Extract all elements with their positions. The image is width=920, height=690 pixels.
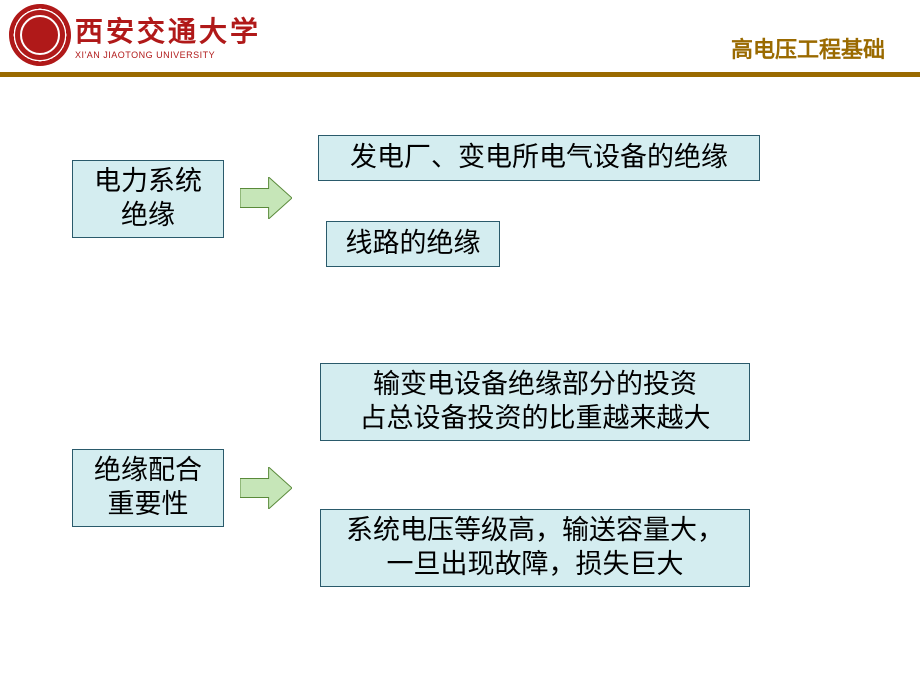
arrow-right-icon xyxy=(240,177,292,219)
course-title: 高电压工程基础 xyxy=(731,32,885,64)
flowchart-node: 系统电压等级高，输送容量大，一旦出现故障，损失巨大 xyxy=(320,509,750,587)
logo-area: 西安交通大学 XI'AN JIAOTONG UNIVERSITY xyxy=(0,10,261,60)
flowchart-node: 绝缘配合重要性 xyxy=(72,449,224,527)
header: 西安交通大学 XI'AN JIAOTONG UNIVERSITY 高电压工程基础 xyxy=(0,0,920,70)
university-name: 西安交通大学 XI'AN JIAOTONG UNIVERSITY xyxy=(75,10,261,60)
node-label: 输变电设备绝缘部分的投资占总设备投资的比重越来越大 xyxy=(360,368,711,436)
node-label: 绝缘配合重要性 xyxy=(94,454,202,522)
node-label: 线路的绝缘 xyxy=(346,227,481,261)
flowchart-node: 电力系统绝缘 xyxy=(72,160,224,238)
university-name-en: XI'AN JIAOTONG UNIVERSITY xyxy=(75,50,261,60)
university-name-cn: 西安交通大学 xyxy=(75,10,261,50)
university-logo-icon xyxy=(15,10,65,60)
flowchart-node: 发电厂、变电所电气设备的绝缘 xyxy=(318,135,760,181)
flowchart-node: 输变电设备绝缘部分的投资占总设备投资的比重越来越大 xyxy=(320,363,750,441)
node-label: 发电厂、变电所电气设备的绝缘 xyxy=(350,141,728,175)
node-label: 系统电压等级高，输送容量大，一旦出现故障，损失巨大 xyxy=(346,514,724,582)
diagram-area: 电力系统绝缘 发电厂、变电所电气设备的绝缘线路的绝缘绝缘配合重要性 输变电设备绝缘部… xyxy=(0,77,920,690)
arrow-right-icon xyxy=(240,467,292,509)
node-label: 电力系统绝缘 xyxy=(94,165,202,233)
flowchart-node: 线路的绝缘 xyxy=(326,221,500,267)
